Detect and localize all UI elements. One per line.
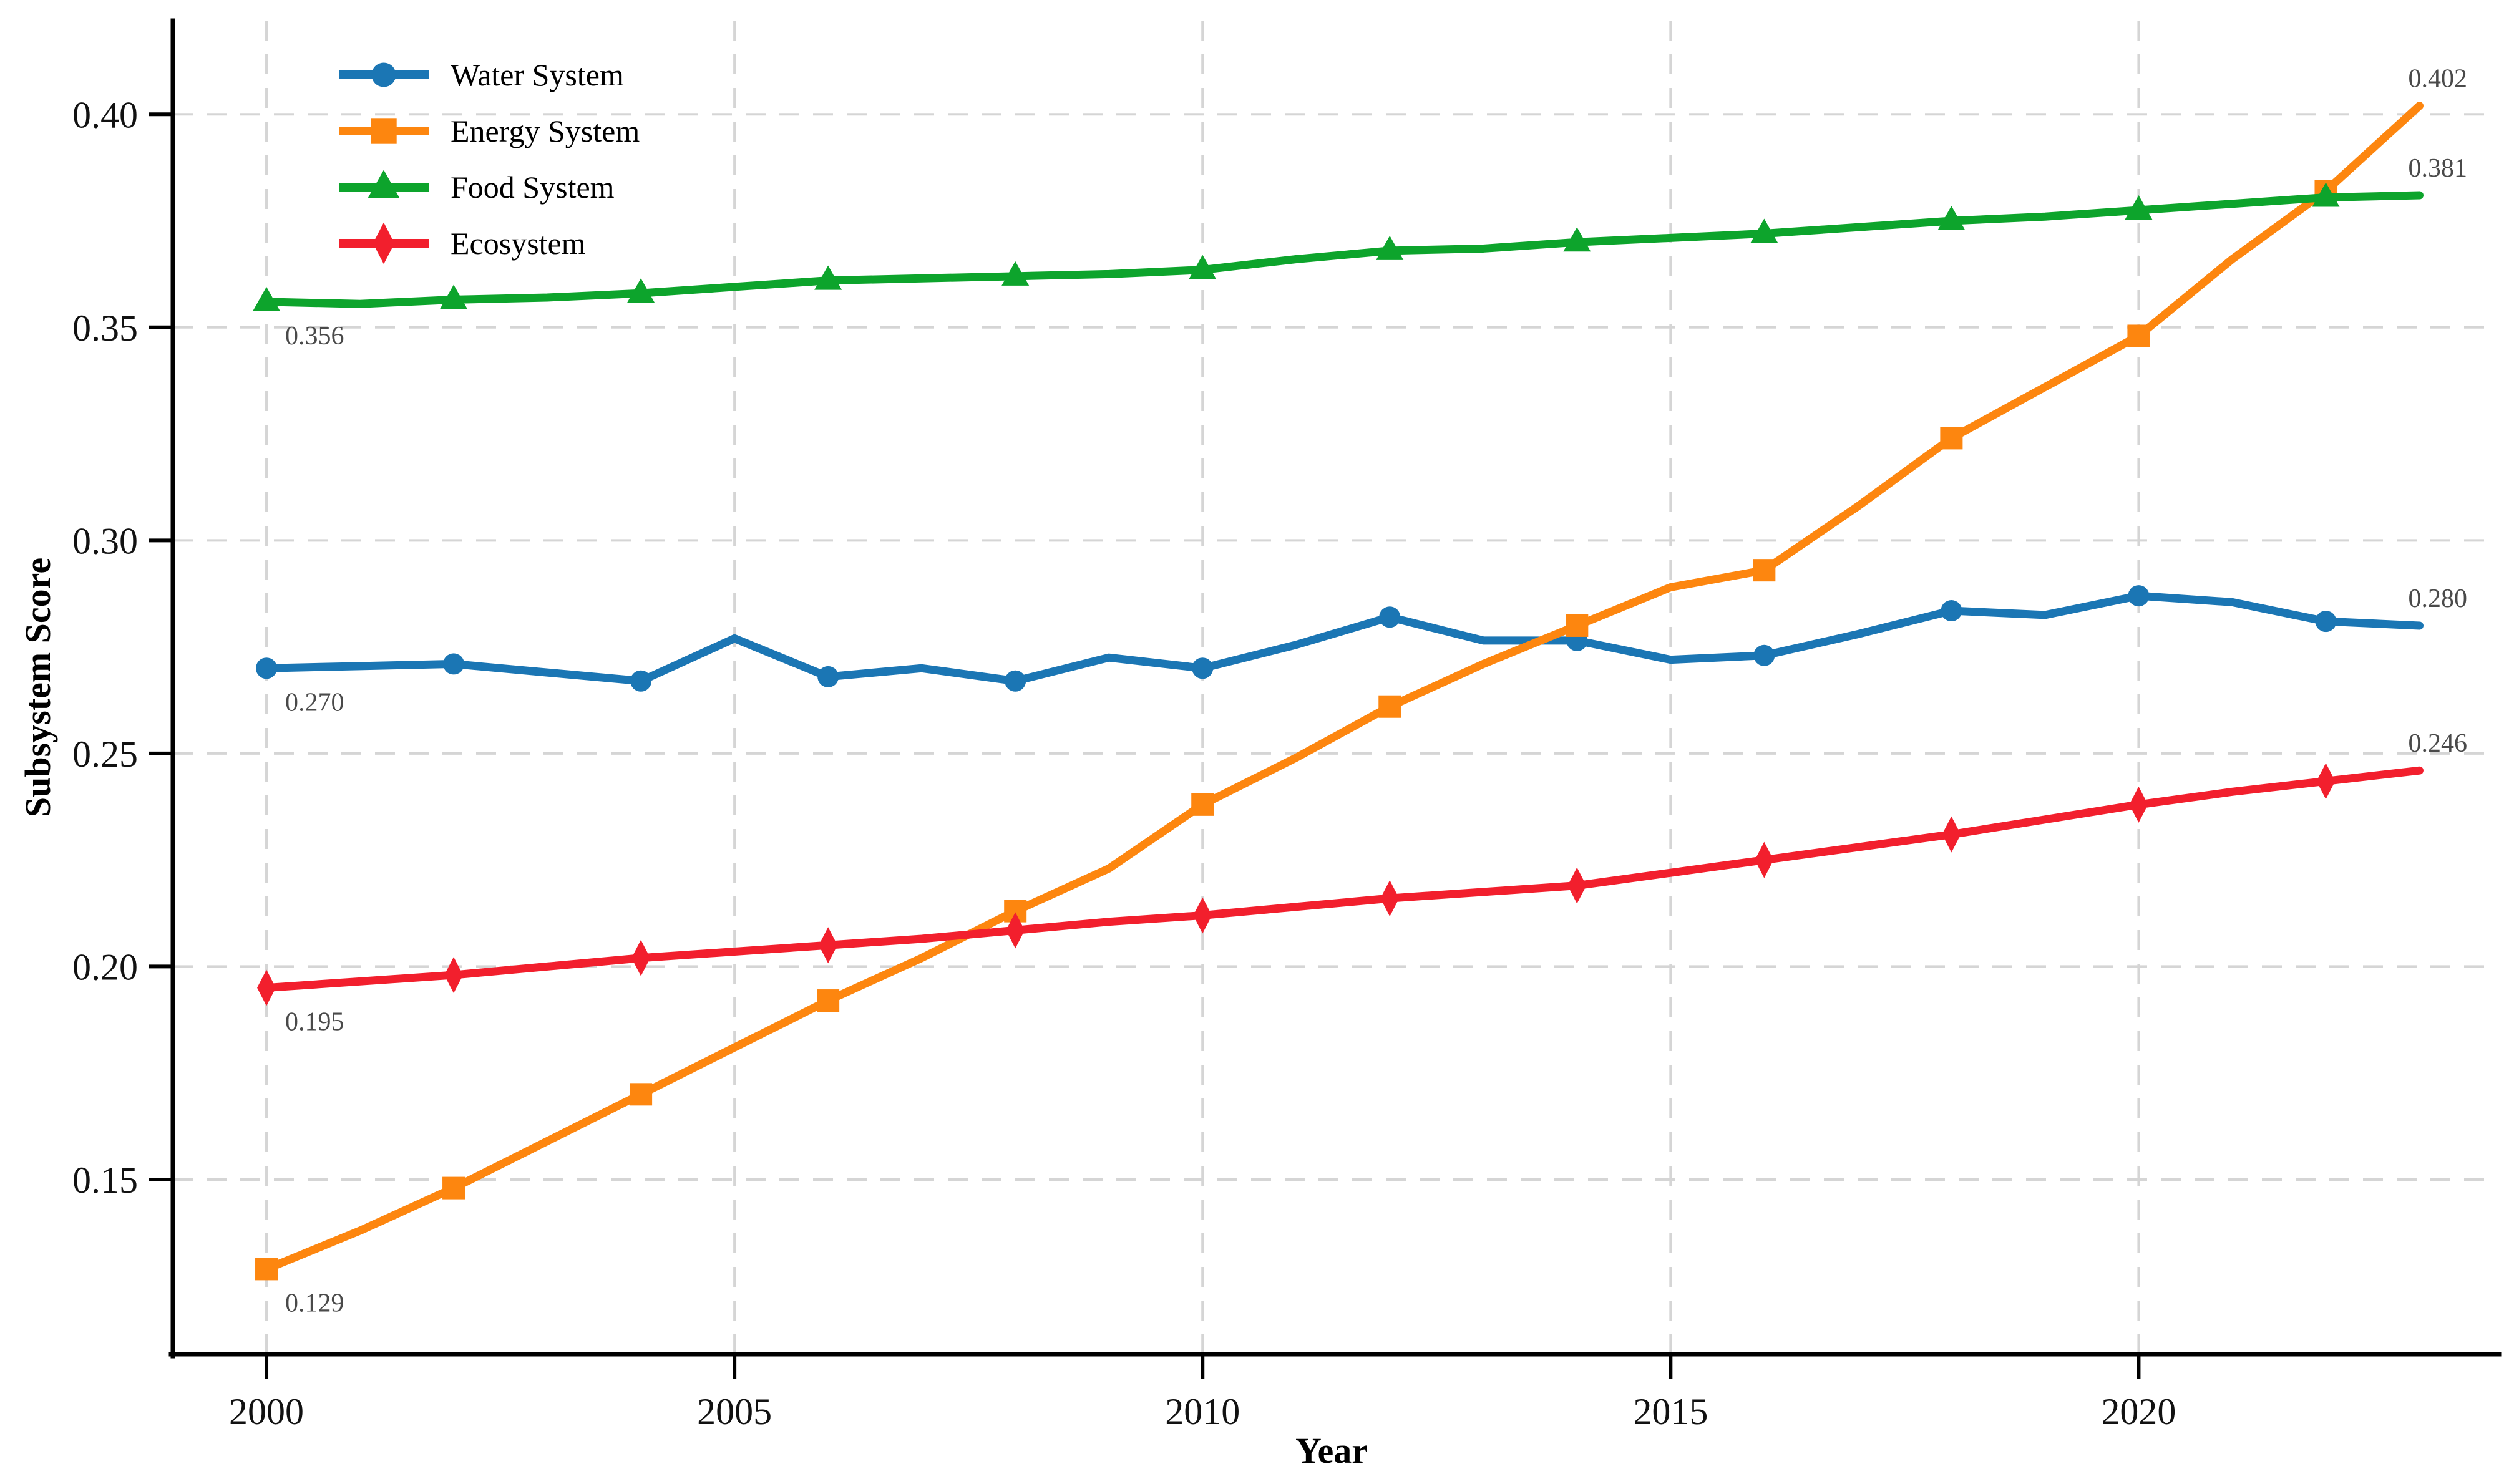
- marker-water-system-2000: [256, 657, 278, 679]
- annotations: 0.270 0.280 0.129 0.402 0.356 0.381 0.195 0.246: [285, 65, 2467, 1318]
- marker-ecosystem-2018: [1942, 816, 1961, 853]
- marker-water-system-2010: [1192, 657, 1214, 679]
- marker-energy-system-2004: [630, 1083, 653, 1106]
- legend-item-ecosystem: Ecosystem: [339, 222, 586, 264]
- start-annotation-food-system: 0.356: [285, 322, 344, 351]
- legend-label-water-system: Water System: [451, 57, 624, 92]
- legend-label-ecosystem: Ecosystem: [451, 226, 586, 261]
- y-tick-label-0.15: 0.15: [72, 1160, 138, 1201]
- marker-energy-system-2010: [1191, 793, 1214, 816]
- series: [253, 102, 2424, 1281]
- series-line-energy-system: [262, 102, 2424, 1273]
- y-tick-label-0.30: 0.30: [72, 520, 138, 561]
- y-axis-label: Subsystem Score: [17, 558, 58, 817]
- marker-food-system-2010: [1189, 255, 1217, 279]
- end-annotation-energy-system: 0.402: [2408, 65, 2467, 94]
- marker-energy-system-2016: [1753, 559, 1776, 582]
- marker-food-system-2000: [253, 286, 281, 311]
- marker-food-system-2012: [1376, 235, 1404, 260]
- marker-energy-system-2012: [1378, 695, 1401, 718]
- legend-item-water-system: Water System: [339, 57, 624, 92]
- series-water-system: [256, 585, 2424, 692]
- marker-water-system-2006: [817, 666, 839, 687]
- x-tick-label-2015: 2015: [1633, 1391, 1708, 1432]
- series-line-water-system: [262, 591, 2424, 686]
- end-annotation-food-system: 0.381: [2408, 154, 2467, 183]
- marker-energy-system-2000: [255, 1258, 278, 1281]
- marker-water-system-2020: [2128, 585, 2150, 607]
- series-food-system: [253, 182, 2424, 311]
- marker-ecosystem-2006: [819, 927, 838, 964]
- y-tick-label-0.40: 0.40: [72, 94, 138, 135]
- x-tick-label-2000: 2000: [229, 1391, 304, 1432]
- end-annotation-water-system: 0.280: [2408, 584, 2467, 613]
- series-energy-system: [255, 102, 2424, 1281]
- marker-ecosystem-2004: [631, 939, 651, 976]
- marker-food-system-2008: [1001, 261, 1030, 286]
- marker-ecosystem-2008: [1006, 912, 1025, 949]
- marker-water-system-2022: [2315, 611, 2337, 633]
- marker-energy-system-2018: [1940, 427, 1963, 450]
- y-tick-label-0.25: 0.25: [72, 734, 138, 775]
- series-line-ecosystem: [262, 766, 2424, 992]
- series-line-food-system: [262, 191, 2424, 308]
- marker-water-system-2016: [1753, 644, 1775, 666]
- marker-ecosystem-2022: [2316, 763, 2336, 800]
- marker-ecosystem-2020: [2129, 786, 2148, 823]
- marker-food-system-2006: [814, 265, 842, 290]
- marker-food-system-2014: [1563, 227, 1591, 252]
- y-tick-label-0.20: 0.20: [72, 946, 138, 987]
- legend-label-food-system: Food System: [451, 170, 615, 205]
- marker-ecosystem-2016: [1755, 841, 1774, 878]
- marker-energy-system-2014: [1566, 614, 1589, 637]
- marker-food-system-2022: [2312, 182, 2340, 207]
- marker-energy-system-2006: [817, 989, 840, 1012]
- marker-water-system-2008: [1005, 670, 1026, 692]
- legend-label-energy-system: Energy System: [451, 114, 640, 148]
- marker-ecosystem-2010: [1193, 897, 1212, 934]
- x-tick-label-2010: 2010: [1165, 1391, 1240, 1432]
- marker-water-system-2004: [630, 670, 652, 692]
- legend-marker-energy-system: [371, 118, 397, 144]
- axes: 0.15 0.20 0.25 0.30 0.35 0.40 2000 2005 2010 2015…: [72, 18, 2502, 1432]
- marker-ecosystem-2012: [1380, 880, 1400, 917]
- end-annotation-ecosystem: 0.246: [2408, 729, 2467, 758]
- marker-ecosystem-2000: [257, 969, 276, 1006]
- x-axis-label: Year: [1295, 1430, 1368, 1471]
- start-annotation-energy-system: 0.129: [285, 1289, 344, 1317]
- marker-water-system-2012: [1379, 606, 1401, 628]
- x-tick-label-2005: 2005: [697, 1391, 772, 1432]
- series-ecosystem: [257, 763, 2424, 1006]
- x-tick-label-2020: 2020: [2101, 1391, 2176, 1432]
- marker-food-system-2004: [627, 278, 655, 303]
- legend-marker-ecosystem: [373, 222, 395, 264]
- marker-ecosystem-2002: [444, 957, 464, 994]
- marker-water-system-2002: [443, 653, 465, 675]
- marker-food-system-2018: [1937, 206, 1966, 231]
- legend: Water System Energy System Food System Ecos…: [339, 57, 640, 264]
- start-annotation-ecosystem: 0.195: [285, 1008, 344, 1037]
- marker-food-system-2020: [2125, 195, 2153, 220]
- y-tick-label-0.35: 0.35: [72, 308, 138, 349]
- marker-food-system-2002: [440, 284, 468, 309]
- marker-energy-system-2020: [2127, 324, 2150, 347]
- legend-item-food-system: Food System: [339, 170, 615, 205]
- start-annotation-water-system: 0.270: [285, 688, 344, 717]
- marker-food-system-2016: [1750, 218, 1778, 243]
- legend-marker-food-system: [368, 170, 400, 198]
- legend-marker-water-system: [371, 62, 396, 87]
- legend-item-energy-system: Energy System: [339, 114, 640, 148]
- marker-water-system-2018: [1941, 600, 1962, 622]
- marker-energy-system-2002: [442, 1176, 465, 1200]
- marker-ecosystem-2014: [1567, 867, 1587, 904]
